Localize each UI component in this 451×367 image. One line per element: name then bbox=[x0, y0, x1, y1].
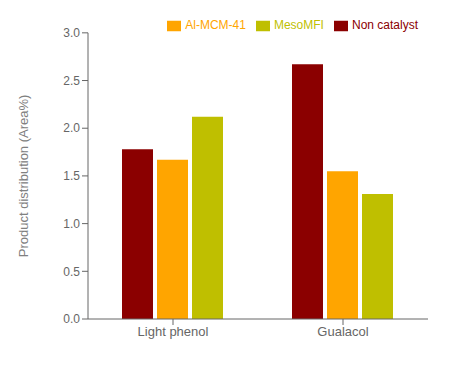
html-text:Al-MCM-41: Al-MCM-41 bbox=[185, 18, 246, 32]
svg-text:1.5: 1.5 bbox=[63, 169, 80, 183]
svg-text:1.0: 1.0 bbox=[63, 217, 80, 231]
svg-text:2.5: 2.5 bbox=[63, 74, 80, 88]
svg-text:Gualacol: Gualacol bbox=[317, 324, 368, 339]
svg-text:0.0: 0.0 bbox=[63, 312, 80, 326]
svg-text:Product distribution (Area%): Product distribution (Area%) bbox=[16, 95, 31, 258]
svg-text:3.0: 3.0 bbox=[63, 26, 80, 40]
svg-text:0.5: 0.5 bbox=[63, 265, 80, 279]
svg-text:Light phenol: Light phenol bbox=[138, 324, 209, 339]
svg-text:2.0: 2.0 bbox=[63, 121, 80, 135]
html-text:MesoMFI: MesoMFI bbox=[274, 18, 324, 32]
html-text:Non catalyst: Non catalyst bbox=[352, 18, 418, 32]
